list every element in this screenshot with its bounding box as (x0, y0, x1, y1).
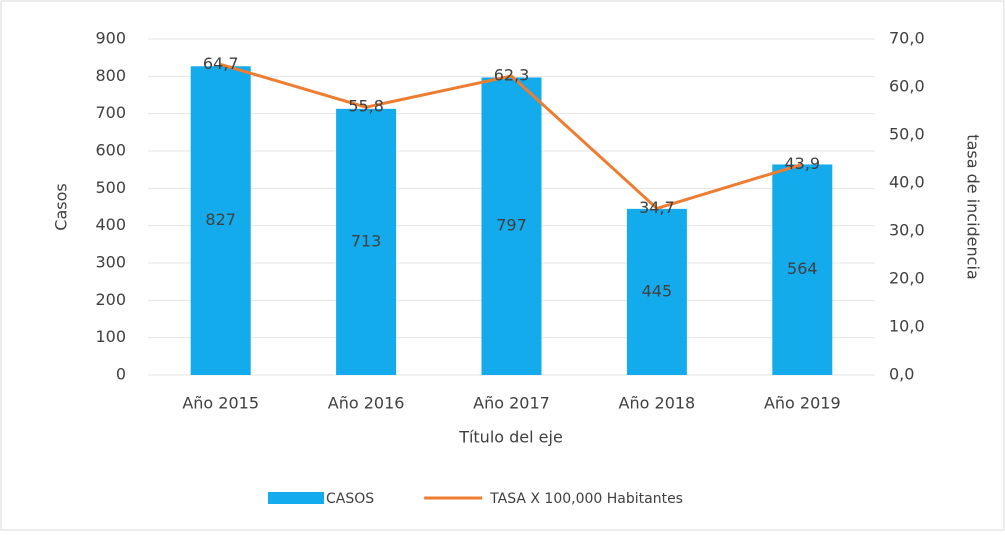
line-value-label: 55,8 (348, 97, 384, 116)
y-tick-label: 400 (95, 215, 126, 234)
legend-label: TASA X 100,000 Habitantes (489, 491, 683, 507)
bar-value-label: 713 (351, 231, 382, 250)
y-tick-label: 300 (95, 253, 126, 272)
line (220, 63, 803, 211)
bar (336, 108, 397, 376)
y-tick-label: 700 (95, 103, 126, 122)
y-tick-label: 100 (95, 327, 126, 346)
x-tick-label: Año 2016 (328, 394, 405, 413)
bar-value-label: 827 (205, 210, 236, 229)
line-value-label: 62,3 (494, 65, 530, 84)
legend-swatch (268, 492, 324, 504)
y2-tick-label: 10,0 (889, 317, 925, 336)
bar (772, 164, 833, 375)
y2-axis-title: tasa de incidencia (964, 134, 983, 279)
y2-tick-label: 20,0 (889, 269, 925, 288)
x-tick-label: Año 2015 (182, 394, 259, 413)
bar (190, 66, 251, 376)
y-tick-label: 0 (116, 365, 126, 384)
bar (481, 77, 542, 375)
line-value-label: 64,7 (203, 54, 239, 73)
bar-value-label: 564 (787, 259, 818, 278)
y2-tick-label: 60,0 (889, 77, 925, 96)
y2-tick-label: 40,0 (889, 173, 925, 192)
bar-value-label: 445 (642, 281, 673, 300)
y2-tick-label: 0,0 (889, 365, 914, 384)
x-tick-label: Año 2017 (473, 394, 550, 413)
y-tick-label: 900 (95, 29, 126, 48)
bar-value-label: 797 (496, 216, 527, 235)
y-tick-label: 500 (95, 178, 126, 197)
legend-label: CASOS (326, 491, 374, 507)
line-value-label: 43,9 (784, 154, 820, 173)
x-axis-title: Título del eje (458, 428, 563, 447)
y-tick-label: 600 (95, 141, 126, 160)
y2-tick-label: 50,0 (889, 125, 925, 144)
x-tick-label: Año 2018 (619, 394, 696, 413)
y-axis-title: Casos (52, 183, 71, 230)
y2-tick-label: 30,0 (889, 221, 925, 240)
x-tick-label: Año 2019 (764, 394, 841, 413)
y-tick-label: 800 (95, 66, 126, 85)
y-tick-label: 200 (95, 290, 126, 309)
bar (626, 208, 687, 375)
line-value-label: 34,7 (639, 198, 675, 217)
y2-tick-label: 70,0 (889, 29, 925, 48)
